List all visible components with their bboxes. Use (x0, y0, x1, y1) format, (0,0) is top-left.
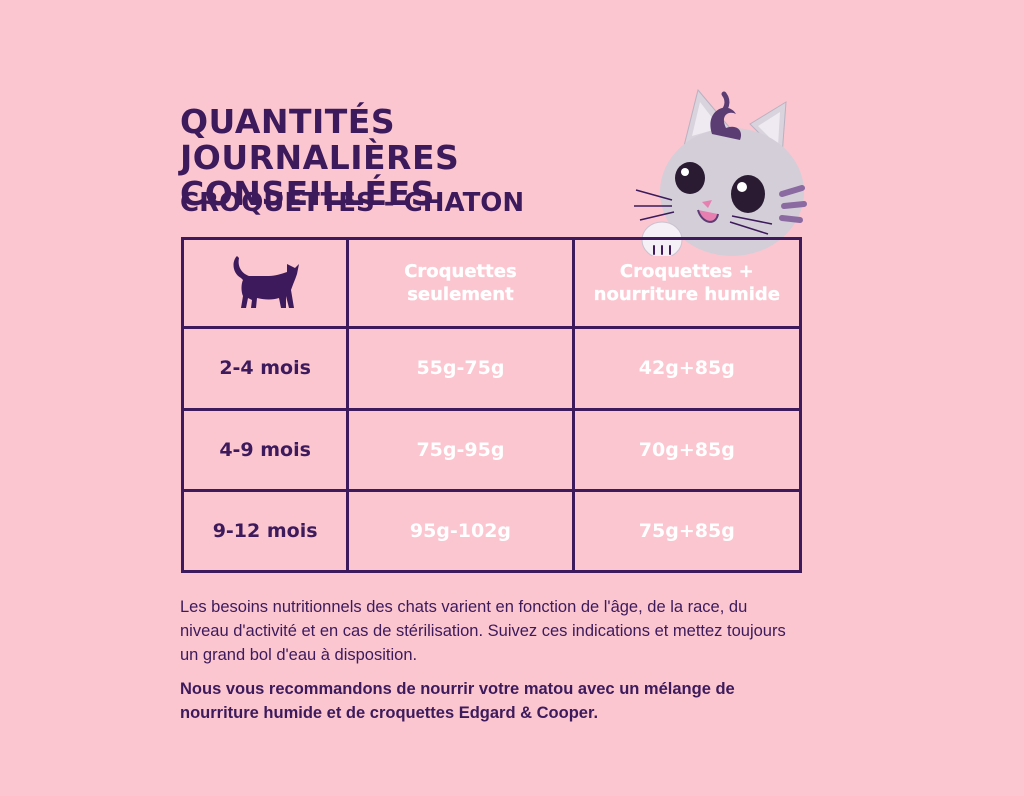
age-cell: 4-9 mois (180, 407, 350, 492)
mixed-value-cell: 75g+85g (571, 488, 803, 574)
column-header-dry: Croquettes seulement (346, 236, 575, 330)
header-icon-cell (180, 236, 350, 330)
recommendation-note: Nous vous recommandons de nourrir votre … (180, 680, 735, 722)
dry-value-cell: 95g-102g (346, 488, 575, 574)
subtitle: CROQUETTES - CHATON (180, 188, 525, 218)
mixed-value-cell: 70g+85g (571, 407, 803, 492)
age-cell: 9-12 mois (180, 488, 350, 574)
page-title: QUANTITÉS JOURNALIÈRES CONSEILLÉES (180, 104, 680, 212)
dry-value-cell: 55g-75g (346, 326, 575, 411)
title-line-2: CONSEILLÉES (180, 174, 435, 213)
table-row: 9-12 mois 95g-102g 75g+85g (180, 488, 803, 574)
table-header-row: Croquettes seulement Croquettes + nourri… (180, 236, 803, 330)
kitten-mascot-icon (634, 88, 807, 256)
dry-value-cell: 75g-95g (346, 407, 575, 492)
table-row: 4-9 mois 75g-95g 70g+85g (180, 407, 803, 492)
age-cell: 2-4 mois (180, 326, 350, 411)
column-header-mixed: Croquettes + nourriture humide (571, 236, 803, 330)
quantity-table: Croquettes seulement Croquettes + nourri… (180, 236, 803, 574)
table-row: 2-4 mois 55g-75g 42g+85g (180, 326, 803, 411)
mixed-value-cell: 42g+85g (571, 326, 803, 411)
title-line-1: QUANTITÉS JOURNALIÈRES (180, 102, 460, 177)
nutrition-note: Les besoins nutritionnels des chats vari… (180, 598, 786, 664)
cat-silhouette-icon (233, 256, 300, 309)
